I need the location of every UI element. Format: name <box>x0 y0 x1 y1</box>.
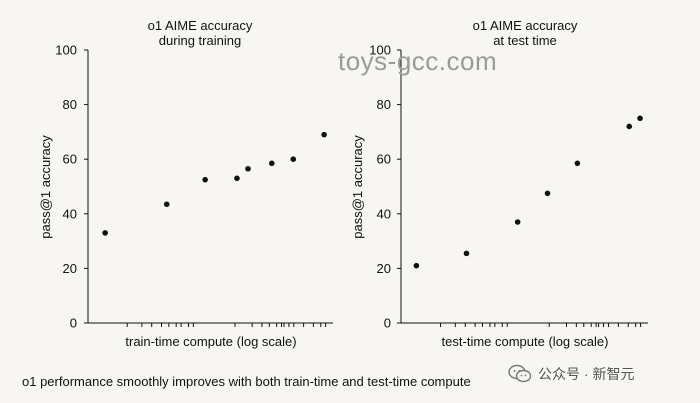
data-point <box>269 160 275 167</box>
y-tick-label: 0 <box>384 316 391 331</box>
chart-title-line-1: o1 AIME accuracy <box>473 18 578 33</box>
chart-title-line-1: o1 AIME accuracy <box>148 18 253 33</box>
data-point <box>102 230 108 236</box>
y-tick-label: 40 <box>63 206 77 221</box>
data-point <box>514 219 521 225</box>
y-tick-label: 20 <box>63 261 77 276</box>
x-axis-label: test-time compute (log scale) <box>442 334 609 349</box>
data-point <box>463 250 470 257</box>
y-axis-label: pass@1 accuracy <box>350 135 365 239</box>
y-tick-label: 0 <box>70 316 77 331</box>
data-point <box>637 115 643 122</box>
y-tick-label: 100 <box>369 43 391 58</box>
y-tick-label: 60 <box>63 152 77 167</box>
data-point <box>321 131 327 138</box>
data-point <box>163 201 170 208</box>
chart-title-line-2: during training <box>159 33 241 48</box>
data-point <box>626 123 633 130</box>
footer-mark: 公众号 · 新智元 <box>508 364 634 384</box>
watermark-text: toys-gcc.com <box>338 46 498 76</box>
chart-test-time: o1 AIME accuracy at test time pass@1 acc… <box>350 18 648 349</box>
data-point <box>574 160 581 167</box>
data-point <box>290 156 297 162</box>
y-tick-label: 20 <box>377 261 391 276</box>
wechat-icon <box>508 364 532 384</box>
y-tick-label: 60 <box>377 152 391 167</box>
y-tick-label: 40 <box>377 206 391 221</box>
x-axis-label: train-time compute (log scale) <box>125 334 296 349</box>
y-tick-label: 100 <box>55 43 77 58</box>
y-axis-label: pass@1 accuracy <box>38 135 53 239</box>
y-tick-label: 80 <box>377 97 391 112</box>
chart-train-time: o1 AIME accuracy during training pass@1 … <box>38 18 333 349</box>
figure-caption: o1 performance smoothly improves with bo… <box>22 374 471 389</box>
data-point <box>245 165 251 172</box>
footer-mark-text: 公众号 · 新智元 <box>538 366 635 382</box>
y-tick-label: 80 <box>63 97 77 112</box>
data-point <box>202 176 208 183</box>
chart-title-line-2: at test time <box>493 33 557 48</box>
data-point <box>234 175 240 182</box>
data-point <box>544 190 551 197</box>
data-point <box>413 262 420 269</box>
